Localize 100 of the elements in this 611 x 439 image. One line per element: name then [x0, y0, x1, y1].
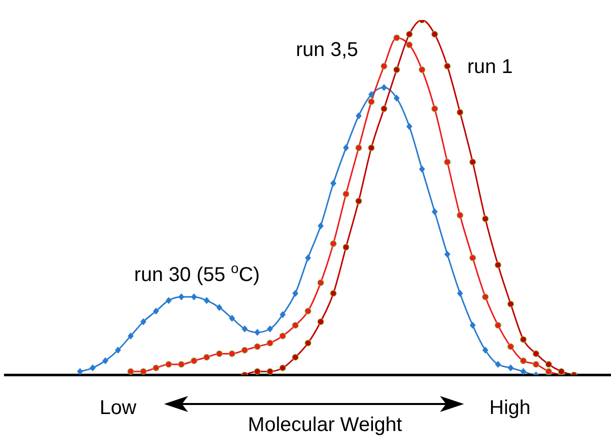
point: [292, 290, 298, 297]
point: [456, 212, 464, 219]
point: [203, 354, 210, 361]
point: [166, 296, 172, 304]
point: [356, 112, 362, 120]
point: [304, 308, 312, 314]
point: [444, 158, 451, 166]
point: [90, 364, 96, 372]
point: [431, 105, 438, 112]
point: [266, 368, 274, 375]
point: [254, 343, 261, 350]
point: [406, 123, 412, 130]
point: [470, 322, 476, 329]
point: [178, 293, 184, 300]
point: [368, 91, 374, 98]
point: [254, 368, 261, 375]
point: [482, 346, 488, 354]
point: [469, 254, 476, 262]
point: [482, 216, 489, 222]
point: [330, 290, 337, 297]
point: [280, 311, 286, 318]
point: [520, 358, 527, 364]
point: [393, 34, 400, 42]
point: [444, 62, 451, 70]
point: [191, 293, 198, 300]
point: [508, 364, 514, 372]
point: [305, 254, 312, 262]
point: [380, 62, 388, 70]
point: [330, 240, 337, 247]
point: [115, 346, 122, 354]
series-label: run 30 (55 $^{o}$C): [134, 260, 260, 286]
point: [279, 364, 286, 372]
point: [431, 30, 438, 38]
point: [419, 166, 426, 173]
point: [432, 208, 438, 216]
point: [317, 279, 324, 286]
point: [330, 180, 336, 187]
point: [355, 144, 362, 152]
point: [128, 332, 134, 340]
point: [317, 318, 324, 326]
point: [495, 360, 502, 368]
point: [190, 358, 198, 364]
point: [520, 368, 526, 375]
text: Low: [100, 397, 137, 419]
point: [532, 361, 540, 368]
point: [355, 198, 362, 204]
point: [152, 364, 160, 372]
point: [216, 350, 223, 357]
point: [127, 368, 134, 375]
point: [342, 244, 350, 250]
point: [494, 322, 502, 329]
point: [241, 346, 248, 354]
point: [292, 354, 299, 361]
point: [254, 328, 260, 336]
point: [242, 325, 248, 332]
point: [77, 368, 83, 375]
series-label: run 3,5: [296, 39, 358, 61]
point: [406, 30, 413, 38]
point: [418, 66, 426, 73]
point: [292, 322, 299, 329]
point: [140, 318, 146, 326]
point: [228, 350, 236, 357]
text: High: [489, 397, 531, 419]
point: [507, 343, 514, 350]
point: [267, 325, 274, 332]
point: [368, 98, 375, 105]
point: [507, 300, 514, 308]
point: [318, 222, 324, 230]
point: [558, 368, 565, 375]
point: [380, 105, 388, 112]
point: [545, 368, 552, 375]
point: [393, 66, 400, 73]
point: [482, 294, 489, 300]
point: [304, 340, 312, 346]
series-label: run 1: [467, 56, 513, 78]
point: [444, 250, 450, 258]
point: [532, 350, 540, 357]
point: [394, 94, 400, 102]
point: [381, 84, 388, 91]
point: [229, 314, 236, 322]
point: [204, 296, 210, 304]
point: [494, 262, 502, 268]
point: [153, 308, 160, 315]
point: [216, 304, 222, 312]
point: [178, 361, 185, 368]
point: [266, 340, 274, 346]
point: [342, 190, 350, 198]
point: [279, 332, 286, 340]
point: [102, 357, 108, 364]
point: [165, 361, 172, 368]
point: [343, 144, 350, 152]
point: [368, 144, 375, 152]
point: [140, 368, 147, 375]
point: [545, 361, 552, 368]
point: [469, 158, 476, 166]
point: [456, 109, 464, 116]
point: [457, 290, 464, 297]
point: [520, 336, 527, 343]
point: [406, 42, 413, 48]
x-axis-title: Molecular Weight: [248, 414, 403, 436]
